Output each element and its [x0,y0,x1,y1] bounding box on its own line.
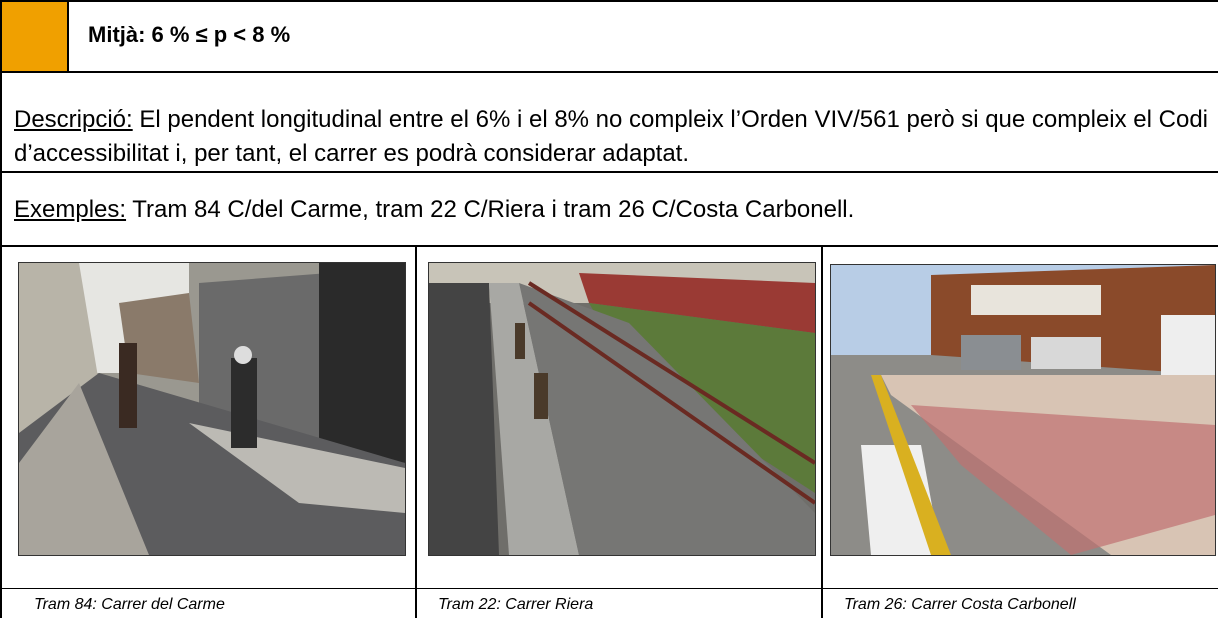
label: Exemples: [14,196,126,223]
border [415,246,417,618]
photo [830,264,1216,556]
border [0,0,2,618]
caption: Tram 26: Carrer Costa Carbonell [844,596,1076,614]
page: {"header": {"title": "Mitjà: 6 % ≤ p < 8… [0,0,1218,618]
border [0,588,1218,589]
label: Descripció: [14,106,133,133]
border [821,246,823,618]
border [0,245,1218,247]
description: Descripció: El pendent longitudinal entr… [14,103,1218,171]
text: Tram 84 C/del Carme, tram 22 C/Riera i t… [132,196,854,223]
photo [18,262,406,556]
border [0,71,1218,73]
caption: Tram 84: Carrer del Carme [34,596,225,614]
border [0,0,1218,2]
examples: Exemples: Tram 84 C/del Carme, tram 22 C… [14,193,1218,227]
photo [428,262,816,556]
color-swatch [2,2,67,71]
border [67,0,69,72]
border [0,171,1218,173]
text: El pendent longitudinal entre el 6% i el… [14,106,1208,167]
section-title: Mitjà: 6 % ≤ p < 8 % [88,22,290,48]
caption: Tram 22: Carrer Riera [438,596,593,614]
